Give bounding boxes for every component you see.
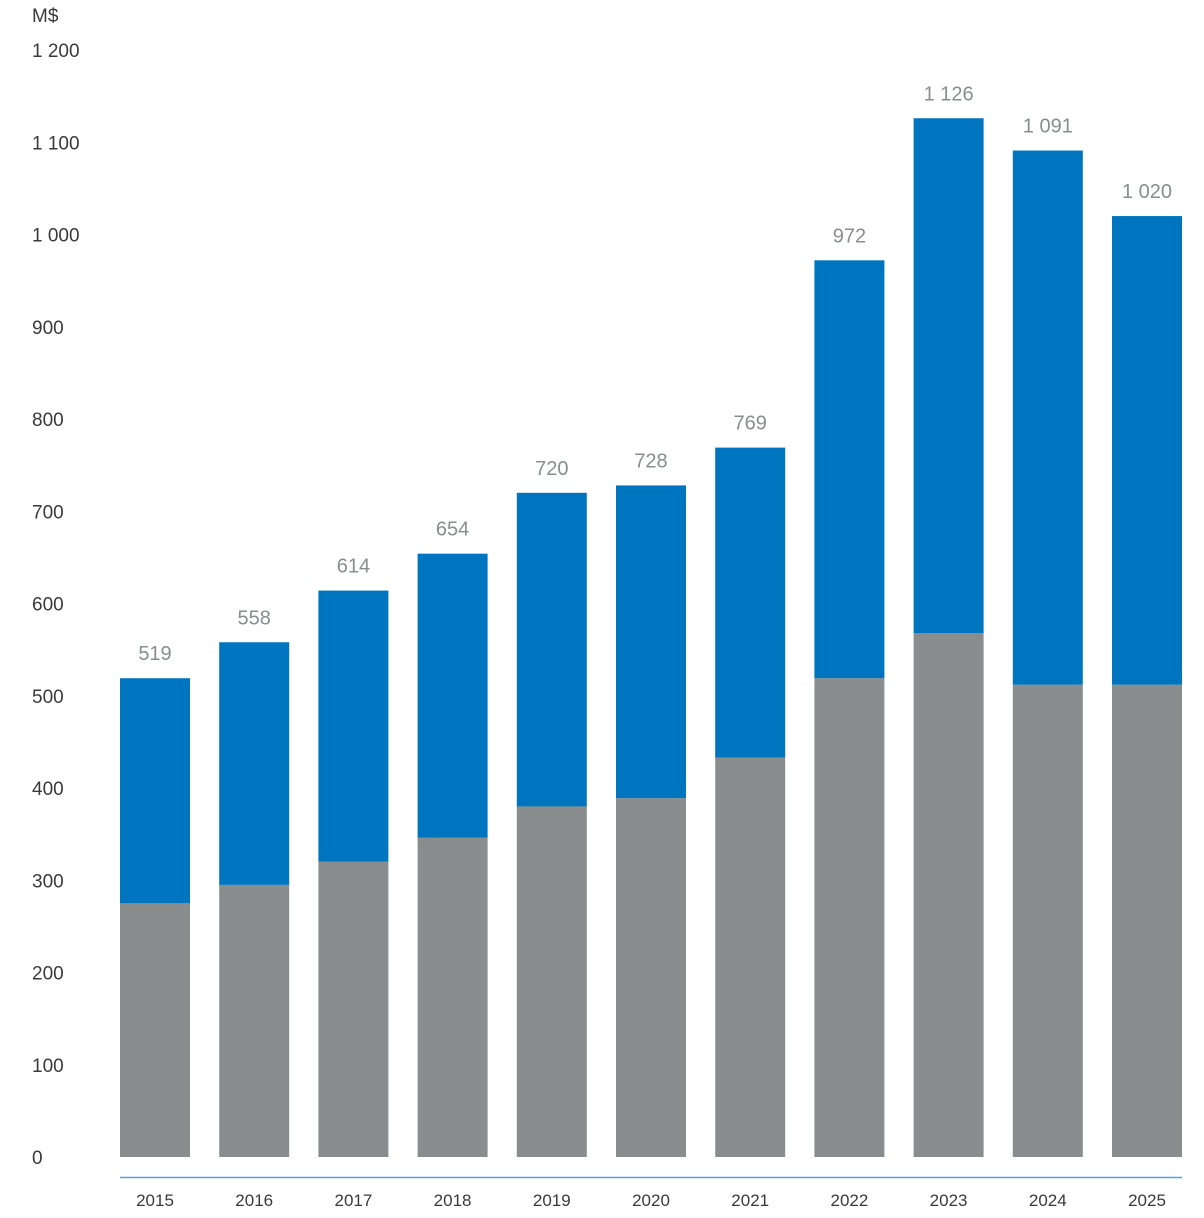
bar-segment-gray xyxy=(1012,684,1083,1157)
y-tick-label: 900 xyxy=(32,318,64,339)
bar-segment-gray xyxy=(417,837,488,1157)
x-tick-label: 2025 xyxy=(1128,1191,1166,1210)
bar-total-label: 654 xyxy=(436,519,469,541)
y-tick-label: 700 xyxy=(32,502,64,523)
y-tick-label: 1 200 xyxy=(32,41,80,62)
bar-total-label: 614 xyxy=(337,556,370,578)
bar-total-label: 519 xyxy=(138,643,171,665)
bar-segment-blue xyxy=(417,553,488,838)
bar-segment-blue xyxy=(1112,216,1182,685)
bar-segment-gray xyxy=(913,633,984,1157)
bar-segment-blue xyxy=(715,447,786,758)
bar-total-label: 1 020 xyxy=(1122,181,1172,203)
bar-segment-gray xyxy=(1112,684,1182,1157)
bar-total-label: 972 xyxy=(833,225,866,247)
bar-segment-gray xyxy=(616,798,686,1157)
x-tick-label: 2023 xyxy=(930,1191,968,1210)
bar-segment-blue xyxy=(1012,150,1083,685)
bar-segment-gray xyxy=(814,678,885,1157)
y-tick-label: 200 xyxy=(32,964,64,985)
bar-total-label: 769 xyxy=(734,413,767,435)
bar-segment-gray xyxy=(715,757,786,1157)
bar-total-label: 558 xyxy=(238,607,271,629)
y-tick-label: 0 xyxy=(32,1148,43,1169)
y-tick-label: 400 xyxy=(32,779,64,800)
x-tick-label: 2019 xyxy=(533,1191,571,1210)
bar-segment-gray xyxy=(120,903,190,1157)
bar-segment-blue xyxy=(516,492,587,807)
bar-segment-blue xyxy=(120,678,190,904)
y-tick-label: 500 xyxy=(32,687,64,708)
bar-total-label: 1 091 xyxy=(1023,116,1073,138)
x-tick-label: 2018 xyxy=(434,1191,472,1210)
bar-segment-gray xyxy=(219,884,290,1157)
bar-total-label: 728 xyxy=(634,450,667,472)
x-tick-label: 2022 xyxy=(830,1191,868,1210)
bar-segment-gray xyxy=(318,861,389,1157)
x-tick-label: 2016 xyxy=(235,1191,273,1210)
bar-segment-blue xyxy=(219,642,290,885)
x-tick-label: 2017 xyxy=(334,1191,372,1210)
bar-total-label: 1 126 xyxy=(924,83,974,105)
y-tick-label: 300 xyxy=(32,871,64,892)
bar-segment-blue xyxy=(616,485,686,799)
y-tick-label: 800 xyxy=(32,410,64,431)
y-tick-label: 100 xyxy=(32,1056,64,1077)
y-tick-label: 1 000 xyxy=(32,226,80,247)
x-tick-label: 2021 xyxy=(731,1191,769,1210)
x-tick-label: 2020 xyxy=(632,1191,670,1210)
bar-segment-blue xyxy=(814,260,885,679)
y-unit-label: M$ xyxy=(32,6,59,27)
x-tick-label: 2015 xyxy=(136,1191,174,1210)
bar-segment-blue xyxy=(913,118,984,634)
bar-total-label: 720 xyxy=(535,458,568,480)
y-tick-label: 600 xyxy=(32,595,64,616)
y-tick-label: 1 100 xyxy=(32,133,80,154)
x-tick-label: 2024 xyxy=(1029,1191,1067,1210)
bar-segment-blue xyxy=(318,590,389,862)
bar-segment-gray xyxy=(516,806,587,1157)
